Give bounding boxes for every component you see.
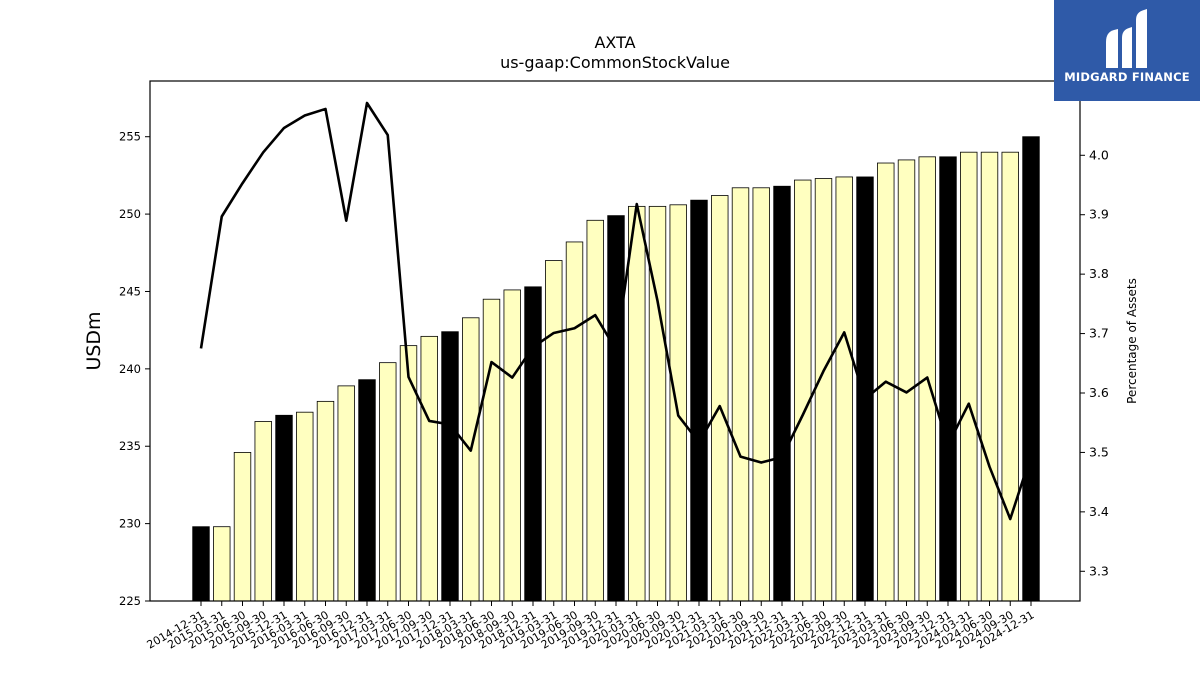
bar-2022-09-30 [835, 176, 853, 602]
y2-tick-label: 3.3 [1089, 563, 1109, 578]
y-tick-label: 240 [119, 362, 141, 376]
bar-2015-12-31 [275, 414, 293, 602]
y2-axis-label: Percentage of Assets [1125, 278, 1139, 404]
bar-2019-06-30 [565, 241, 584, 602]
bar-2021-03-31 [711, 195, 729, 602]
bar-2014-12-31 [192, 526, 210, 602]
y2-tick-label: 3.7 [1089, 326, 1109, 341]
bar-2024-09-30 [1001, 151, 1019, 602]
y-tick-label: 245 [119, 284, 141, 298]
bar-2015-09-30 [254, 421, 272, 602]
y-tick-label: 230 [119, 517, 141, 531]
percentage-line [199, 101, 1033, 521]
bar-2022-03-31 [794, 179, 812, 602]
bar-2016-03-31 [296, 411, 314, 602]
bar-2024-03-31 [960, 151, 978, 602]
bar-2021-09-30 [752, 187, 770, 602]
bar-2018-12-31 [524, 286, 542, 602]
bar-2017-09-30 [420, 335, 438, 602]
brand-logo: MIDGARD FINANCE [1054, 0, 1200, 101]
y-axis-label: USDm [83, 311, 105, 370]
bar-2015-03-31 [213, 526, 231, 602]
percentage-line-series [199, 101, 1033, 521]
chart-subtitle: us-gaap:CommonStockValue [500, 53, 730, 72]
bar-2018-09-30 [503, 289, 521, 602]
bar-2019-03-31 [545, 260, 563, 602]
y2-tick-label: 3.5 [1089, 444, 1109, 459]
midgard-logo-icon [1106, 9, 1147, 68]
y-tick-label: 255 [119, 130, 141, 144]
y2-tick-label: 3.8 [1089, 266, 1109, 281]
axes: 225 230 235 240 245 250 255 3.3 3.4 3.5 3.6 3.7 3.8 3… [119, 80, 1109, 652]
bar-series [192, 136, 1040, 602]
bar-2021-12-31 [773, 185, 791, 602]
y-tick-label: 225 [119, 594, 141, 608]
bar-2019-12-31 [607, 215, 625, 602]
y2-tick-label: 3.4 [1089, 504, 1109, 519]
bar-2018-03-31 [462, 317, 480, 602]
bar-2015-06-30 [233, 452, 252, 602]
bar-2023-06-30 [897, 159, 916, 602]
bar-2020-09-30 [669, 204, 687, 602]
bar-2020-12-31 [690, 199, 708, 602]
bar-2020-03-31 [628, 205, 646, 602]
bar-2024-06-30 [980, 151, 999, 602]
bar-2021-06-30 [731, 187, 750, 602]
bar-2024-12-31 [1022, 136, 1040, 602]
bar-2016-06-30 [316, 400, 335, 602]
bar-2020-06-30 [648, 205, 667, 602]
y-tick-label: 250 [119, 207, 141, 221]
bar-2016-12-31 [358, 379, 376, 602]
bar-2022-06-30 [814, 178, 833, 602]
bar-2019-09-30 [586, 219, 604, 602]
y2-tick-label: 3.6 [1089, 385, 1109, 400]
bar-2016-09-30 [337, 385, 355, 602]
bar-2023-12-31 [939, 156, 957, 602]
bar-2018-06-30 [482, 298, 501, 602]
chart-title: AXTA [594, 33, 635, 52]
y2-tick-label: 3.9 [1089, 207, 1109, 222]
bar-2017-12-31 [441, 331, 459, 602]
plot-frame [149, 80, 1081, 602]
bar-2017-03-31 [379, 362, 397, 602]
y-tick-label: 235 [119, 439, 141, 453]
brand-name: MIDGARD FINANCE [1064, 70, 1190, 84]
y2-tick-label: 4.0 [1089, 147, 1109, 162]
bar-2017-06-30 [399, 345, 418, 602]
bar-2022-12-31 [856, 176, 874, 602]
